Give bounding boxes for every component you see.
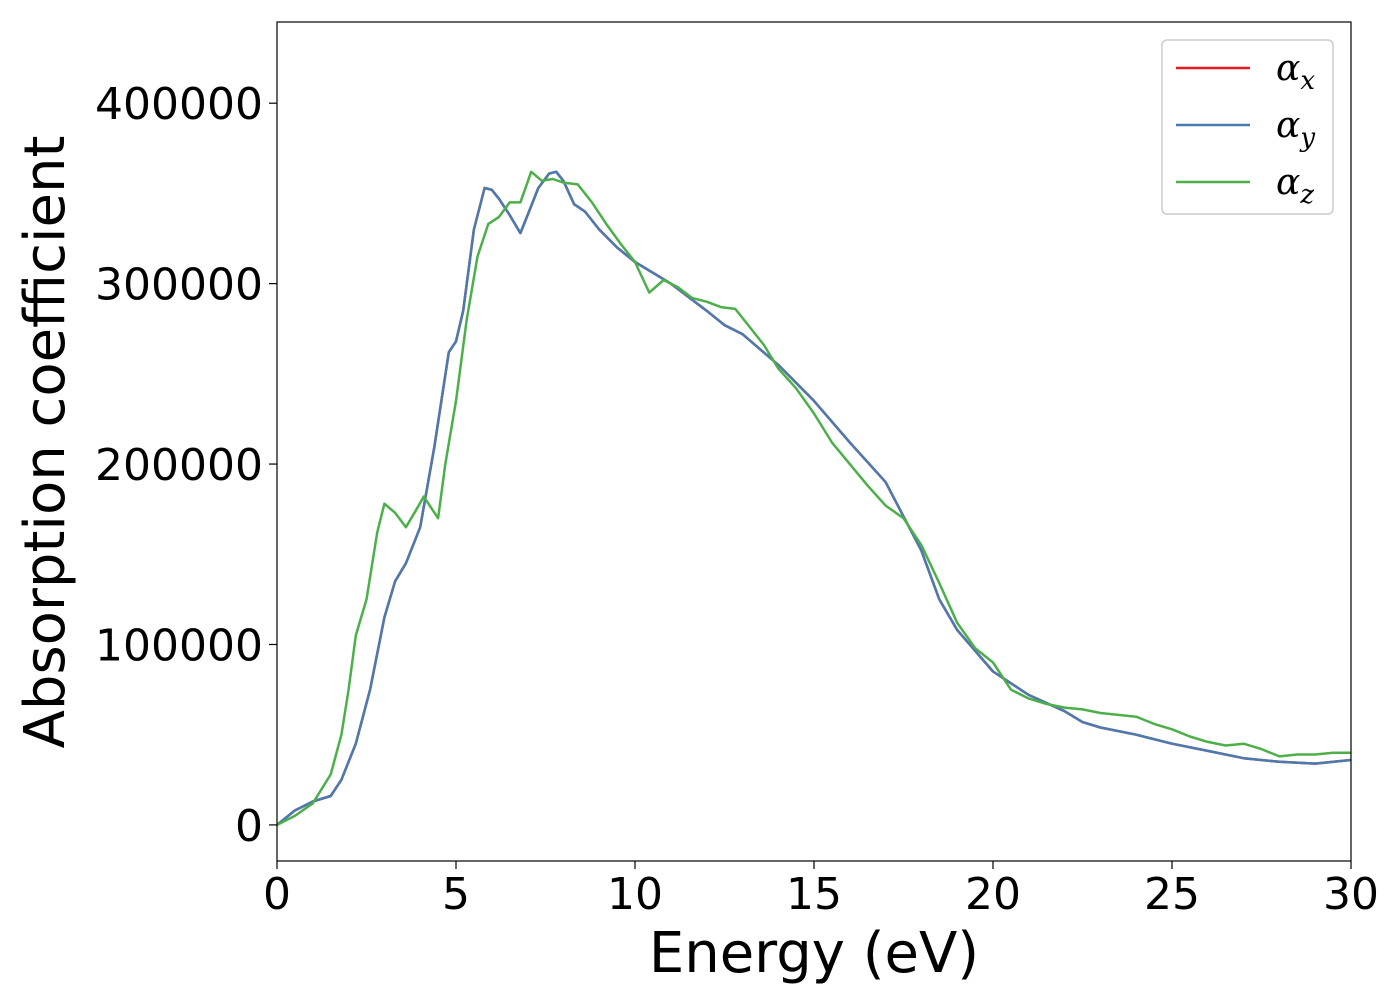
x-tick-label: 25	[1144, 869, 1200, 920]
y-tick-label: 100000	[95, 620, 263, 671]
y-tick-label: 300000	[95, 260, 263, 311]
series-line-x	[277, 170, 1351, 827]
x-tick-label: 30	[1323, 869, 1379, 920]
x-tick-label: 10	[607, 869, 663, 920]
series-layer	[277, 170, 1351, 827]
legend-box	[1161, 39, 1334, 215]
x-tick-label: 5	[442, 869, 470, 920]
legend-subscript-x: x	[1300, 66, 1315, 96]
x-axis-ticks: 0 5 10 15 20 25 30	[263, 861, 1379, 920]
x-tick-label: 20	[965, 869, 1021, 920]
y-tick-label: 0	[235, 801, 263, 852]
x-axis-title: Energy (eV)	[649, 921, 979, 986]
x-tick-label: 15	[786, 869, 842, 920]
y-axis-ticks: 0 100000 200000 300000 400000	[95, 79, 277, 852]
y-axis-title: Absorption coefficient	[13, 136, 78, 749]
legend-subscript-z: z	[1299, 180, 1314, 210]
legend-subscript-y: y	[1299, 123, 1315, 153]
y-tick-label: 400000	[95, 79, 263, 130]
series-line-y	[277, 170, 1351, 827]
x-tick-label: 0	[263, 869, 291, 920]
y-tick-label: 200000	[95, 440, 263, 491]
series-line-z	[277, 170, 1351, 827]
